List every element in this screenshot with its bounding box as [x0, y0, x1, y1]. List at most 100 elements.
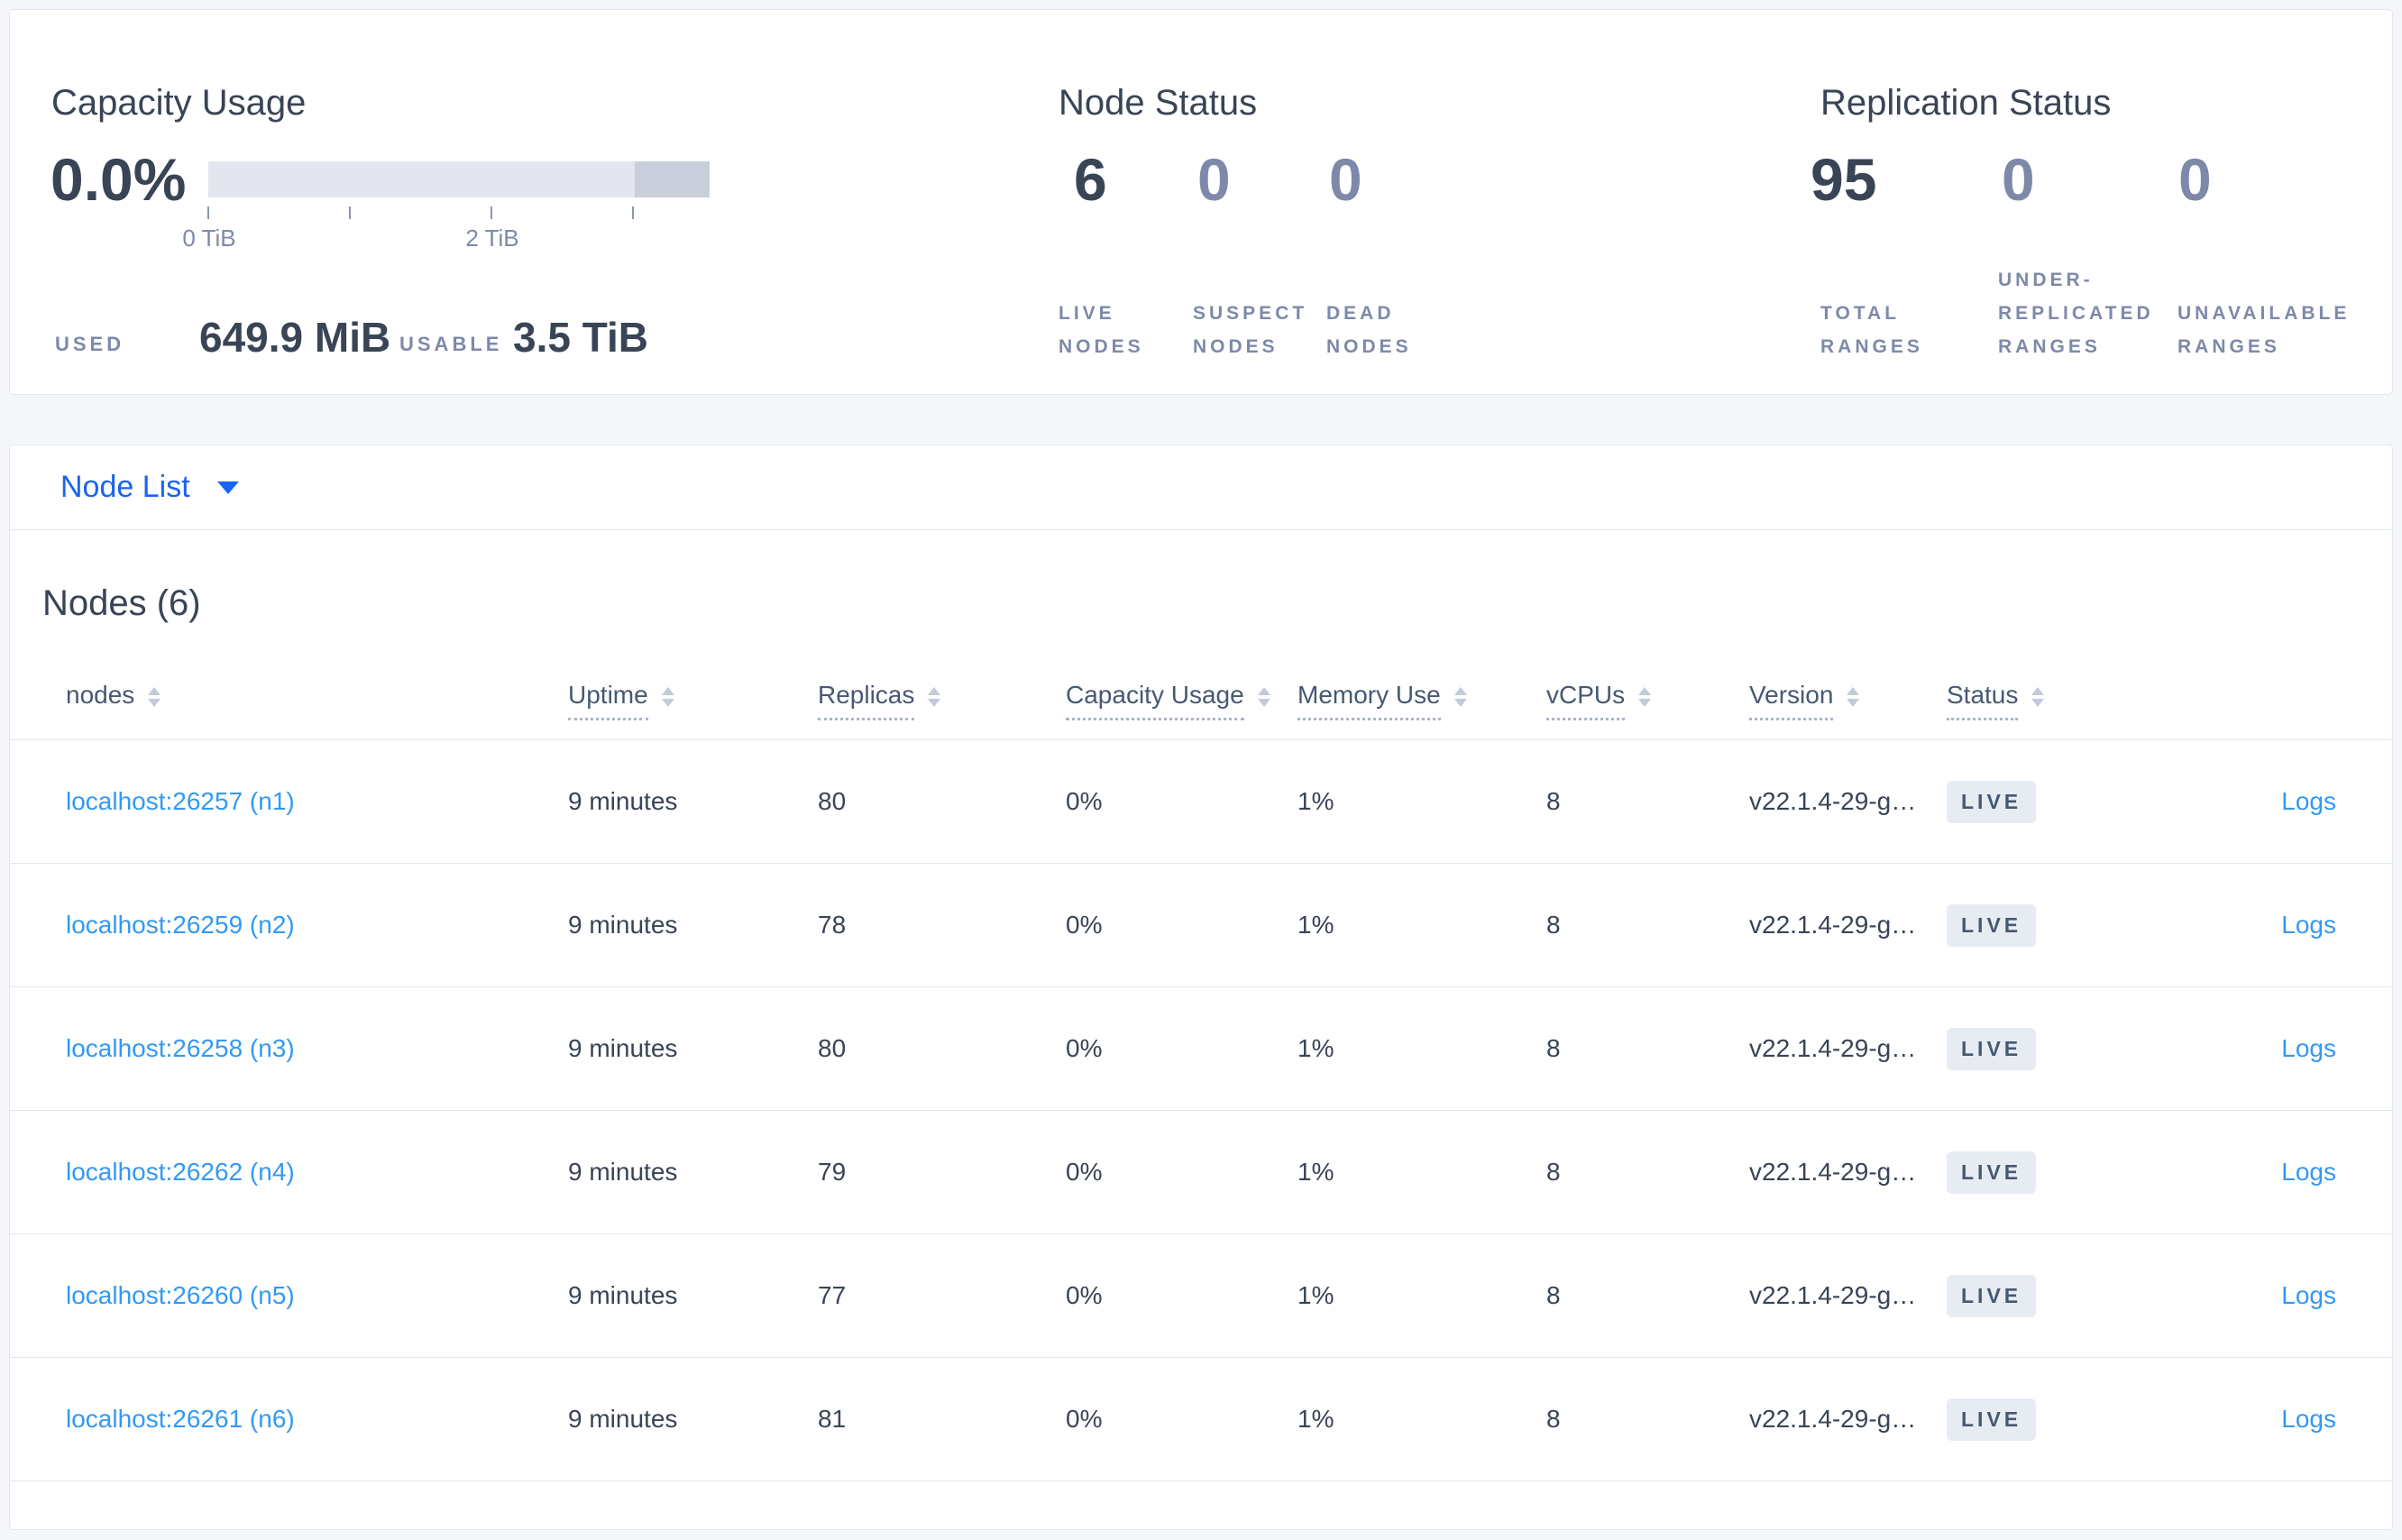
node-link[interactable]: localhost:26257 (n1) — [66, 787, 295, 815]
axis-tick-label: 0 TiB — [182, 225, 236, 252]
logs-link[interactable]: Logs — [2281, 911, 2336, 939]
total-ranges-label: TOTAL RANGES — [1820, 303, 1923, 357]
sort-icon — [928, 687, 941, 707]
memory-use-cell: 1% — [1297, 1158, 1334, 1186]
capacity-usage-cell: 0% — [1066, 1405, 1103, 1433]
axis-tick — [349, 206, 351, 219]
table-row: localhost:26258 (n3) 9 minutes 80 0% 1% … — [10, 987, 2392, 1111]
chevron-down-icon — [216, 481, 239, 494]
sort-icon — [1638, 687, 1652, 707]
logs-link[interactable]: Logs — [2281, 787, 2336, 815]
version-cell: v22.1.4-29-g… — [1749, 1158, 1917, 1186]
column-header-uptime[interactable]: Uptime — [568, 680, 818, 720]
table-row: localhost:26261 (n6) 9 minutes 81 0% 1% … — [10, 1358, 2392, 1481]
capacity-usage-bar — [208, 161, 710, 197]
uptime-cell: 9 minutes — [568, 1281, 678, 1309]
memory-use-cell: 1% — [1297, 911, 1334, 939]
memory-use-cell: 1% — [1297, 1034, 1334, 1062]
column-header-status[interactable]: Status — [1947, 680, 2163, 720]
vcpus-cell: 8 — [1546, 911, 1561, 939]
capacity-usage-cell: 0% — [1066, 911, 1103, 939]
memory-use-cell: 1% — [1297, 1281, 1334, 1309]
usable-label: USABLE — [399, 333, 503, 355]
column-header-capacity-usage[interactable]: Capacity Usage — [1066, 680, 1297, 720]
axis-tick — [207, 206, 209, 219]
status-badge: LIVE — [1947, 780, 2037, 823]
replicas-cell: 79 — [818, 1158, 847, 1186]
total-ranges-count: 95 — [1811, 146, 1877, 213]
column-header-vcpus[interactable]: vCPUs — [1546, 680, 1749, 720]
live-nodes-label: LIVE NODES — [1059, 303, 1144, 357]
capacity-bar-end-segment — [634, 161, 710, 197]
node-link[interactable]: localhost:26258 (n3) — [66, 1034, 295, 1062]
status-badge: LIVE — [1947, 1398, 2037, 1441]
cluster-summary-card: Capacity Usage 0.0% 0 TiB 2 TiB USED 649… — [9, 9, 2393, 395]
suspect-nodes-label: SUSPECT NODES — [1193, 303, 1308, 357]
logs-link[interactable]: Logs — [2281, 1281, 2336, 1309]
capacity-usage-cell: 0% — [1066, 787, 1103, 815]
table-row: localhost:26259 (n2) 9 minutes 78 0% 1% … — [10, 864, 2392, 987]
nodes-panel-title: Nodes (6) — [42, 583, 201, 623]
vcpus-cell: 8 — [1546, 1405, 1561, 1433]
version-cell: v22.1.4-29-g… — [1749, 911, 1917, 939]
memory-use-cell: 1% — [1297, 787, 1334, 815]
vcpus-cell: 8 — [1546, 1281, 1561, 1309]
table-row: localhost:26262 (n4) 9 minutes 79 0% 1% … — [10, 1111, 2392, 1234]
replicas-cell: 78 — [818, 911, 847, 939]
status-badge: LIVE — [1947, 1274, 2037, 1317]
view-selector-dropdown[interactable]: Node List — [60, 470, 239, 505]
uptime-cell: 9 minutes — [568, 911, 678, 939]
capacity-usage-title: Capacity Usage — [51, 83, 307, 124]
table-row: localhost:26257 (n1) 9 minutes 80 0% 1% … — [10, 740, 2392, 864]
status-badge: LIVE — [1947, 1150, 2037, 1194]
logs-link[interactable]: Logs — [2281, 1034, 2336, 1062]
unavailable-ranges-count: 0 — [2178, 146, 2212, 213]
vcpus-cell: 8 — [1546, 1158, 1561, 1186]
suspect-nodes-count: 0 — [1197, 146, 1231, 213]
replicas-cell: 81 — [818, 1405, 847, 1433]
sort-icon — [661, 687, 674, 707]
axis-tick — [632, 206, 634, 219]
column-header-version[interactable]: Version — [1749, 680, 1947, 720]
capacity-usage-cell: 0% — [1066, 1281, 1103, 1309]
node-status-title: Node Status — [1059, 83, 1258, 124]
uptime-cell: 9 minutes — [568, 1034, 678, 1062]
node-link[interactable]: localhost:26262 (n4) — [66, 1158, 295, 1186]
capacity-used-percent: 0.0% — [50, 146, 187, 213]
used-label: USED — [55, 333, 125, 355]
sort-icon — [1453, 687, 1467, 707]
logs-link[interactable]: Logs — [2281, 1158, 2336, 1186]
unavailable-ranges-label: UNAVAILABLE RANGES — [2177, 303, 2351, 357]
replicas-cell: 80 — [818, 1034, 847, 1062]
capacity-usage-cell: 0% — [1066, 1034, 1103, 1062]
uptime-cell: 9 minutes — [568, 1158, 678, 1186]
replication-status-title: Replication Status — [1820, 83, 2112, 124]
uptime-cell: 9 minutes — [568, 1405, 678, 1433]
node-link[interactable]: localhost:26259 (n2) — [66, 911, 295, 939]
replicas-cell: 80 — [818, 787, 847, 815]
used-value: 649.9 MiB — [199, 314, 391, 361]
axis-tick — [490, 206, 492, 219]
sort-icon — [2031, 687, 2045, 707]
version-cell: v22.1.4-29-g… — [1749, 787, 1917, 815]
usable-value: 3.5 TiB — [513, 314, 648, 361]
view-selector-row: Node List — [10, 445, 2392, 530]
table-header-row: nodes Uptime Replicas Capacity Usage Mem… — [10, 676, 2392, 740]
column-header-nodes[interactable]: nodes — [66, 680, 568, 710]
replicas-cell: 77 — [818, 1281, 847, 1309]
node-link[interactable]: localhost:26261 (n6) — [66, 1405, 295, 1433]
sort-icon — [1257, 687, 1270, 707]
sort-icon — [148, 687, 161, 707]
column-header-replicas[interactable]: Replicas — [818, 680, 1066, 720]
logs-link[interactable]: Logs — [2281, 1405, 2336, 1433]
view-selector-label: Node List — [60, 470, 190, 504]
uptime-cell: 9 minutes — [568, 787, 678, 815]
dead-nodes-label: DEAD NODES — [1326, 303, 1412, 357]
column-header-memory-use[interactable]: Memory Use — [1297, 680, 1546, 720]
status-badge: LIVE — [1947, 903, 2037, 947]
node-link[interactable]: localhost:26260 (n5) — [66, 1281, 295, 1309]
vcpus-cell: 8 — [1546, 787, 1561, 815]
table-row: localhost:26260 (n5) 9 minutes 77 0% 1% … — [10, 1234, 2392, 1358]
version-cell: v22.1.4-29-g… — [1749, 1281, 1917, 1309]
